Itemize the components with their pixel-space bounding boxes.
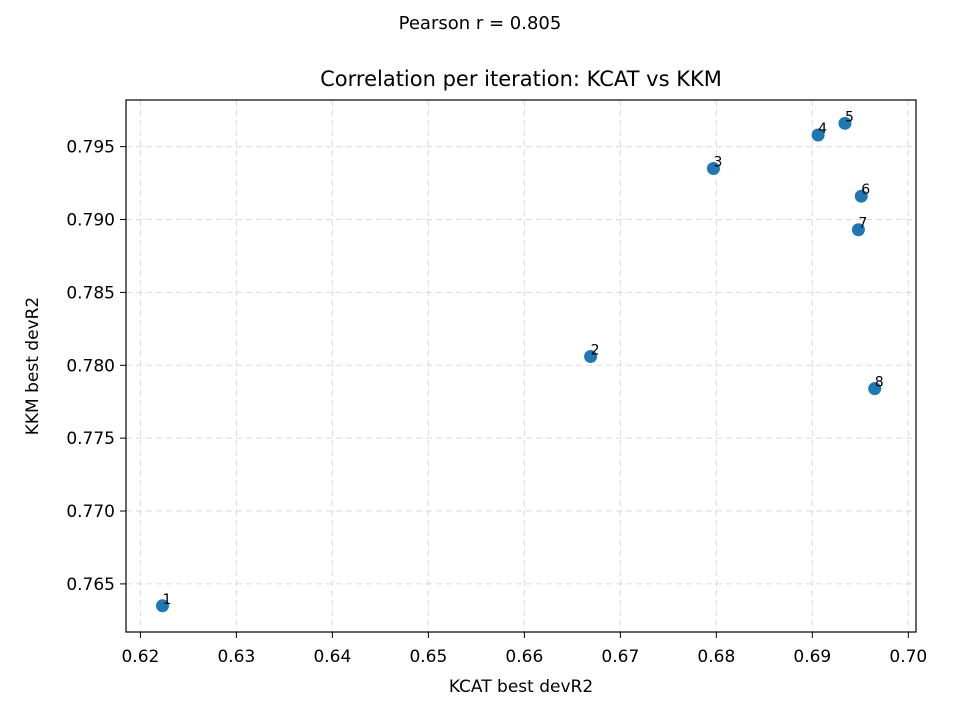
x-tick-label: 0.67 <box>601 647 639 667</box>
x-tick-label: 0.68 <box>697 647 735 667</box>
x-tick-label: 0.63 <box>217 647 255 667</box>
data-point-3 <box>706 162 720 176</box>
y-tick-label: 0.770 <box>66 502 115 522</box>
data-point-8 <box>868 382 882 396</box>
data-point-5 <box>838 116 852 130</box>
y-axis-label: KKM best devR2 <box>23 297 43 435</box>
y-axis-ticks: 0.765 0.770 0.775 0.780 0.785 0.790 0.795 <box>66 138 126 595</box>
y-tick-label: 0.785 <box>66 283 115 303</box>
point-label-4: 4 <box>818 121 827 137</box>
x-axis-ticks: 0.62 0.63 0.64 0.65 0.66 0.67 0.68 0.69 0.70 <box>121 632 927 667</box>
chart-title: Correlation per iteration: KCAT vs KKM <box>320 67 722 91</box>
data-point-1 <box>155 599 169 613</box>
point-label-2: 2 <box>591 343 600 359</box>
data-point-2 <box>584 350 598 364</box>
data-points <box>155 116 882 613</box>
point-label-3: 3 <box>713 155 722 171</box>
x-tick-label: 0.69 <box>793 647 831 667</box>
data-point-4 <box>811 128 825 142</box>
plot-frame <box>125 99 917 633</box>
data-point-6 <box>854 189 868 203</box>
point-label-6: 6 <box>861 182 870 198</box>
x-tick-label: 0.62 <box>121 647 159 667</box>
x-tick-label: 0.66 <box>505 647 543 667</box>
point-label-5: 5 <box>845 109 854 125</box>
point-label-1: 1 <box>162 592 171 608</box>
x-tick-label: 0.65 <box>409 647 447 667</box>
y-tick-label: 0.795 <box>66 138 115 158</box>
x-axis-label: KCAT best devR2 <box>449 677 593 697</box>
point-label-8: 8 <box>875 375 884 391</box>
point-labels: 1 2 3 4 5 6 7 8 <box>162 109 883 607</box>
grid <box>126 100 916 632</box>
y-tick-label: 0.780 <box>66 356 115 376</box>
x-tick-label: 0.64 <box>313 647 351 667</box>
y-tick-label: 0.775 <box>66 429 115 449</box>
y-tick-label: 0.765 <box>66 575 115 595</box>
data-point-7 <box>851 223 865 237</box>
suptitle: Pearson r = 0.805 <box>399 13 562 34</box>
y-tick-label: 0.790 <box>66 211 115 231</box>
x-tick-label: 0.70 <box>889 647 927 667</box>
point-label-7: 7 <box>858 216 867 232</box>
